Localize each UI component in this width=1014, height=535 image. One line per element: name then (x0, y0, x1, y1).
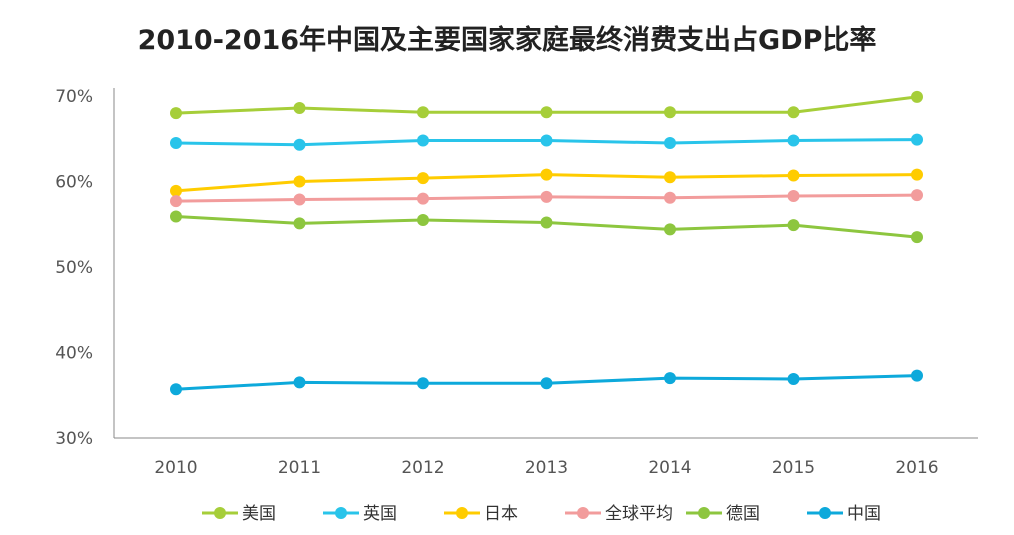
series-3 (170, 189, 923, 208)
legend-swatch-marker (456, 507, 468, 519)
x-tick-label: 2011 (278, 458, 321, 478)
data-point (170, 107, 182, 120)
data-point (170, 383, 182, 396)
legend-label: 中国 (847, 504, 881, 524)
data-point (664, 223, 676, 236)
series-4 (170, 210, 923, 244)
data-point (664, 372, 676, 385)
legend-swatch-marker (214, 507, 226, 519)
legend-item-5: 中国 (807, 504, 881, 524)
legend-label: 英国 (363, 504, 397, 524)
data-point (170, 210, 182, 223)
data-point (787, 373, 800, 386)
legend-item-4: 德国 (686, 504, 760, 524)
data-point (417, 134, 429, 147)
y-tick-label: 30% (55, 429, 93, 449)
data-point (787, 134, 800, 147)
series-2 (170, 168, 923, 197)
data-point (911, 189, 923, 202)
data-point (293, 101, 306, 114)
data-point (540, 134, 553, 147)
x-tick-label: 2013 (525, 458, 568, 478)
series-5 (170, 369, 923, 396)
chart-axes (113, 88, 978, 439)
data-point (293, 175, 306, 188)
legend: 美国 英国 日本 全球平均 德国 中国 (202, 504, 881, 524)
data-point (293, 138, 306, 151)
legend-item-0: 美国 (202, 504, 276, 524)
data-point (540, 216, 553, 229)
y-tick-label: 50% (55, 258, 93, 278)
data-point (664, 106, 676, 119)
data-point (293, 193, 306, 206)
data-point (664, 137, 676, 150)
data-point (170, 184, 182, 197)
data-point (170, 195, 182, 208)
x-tick-label: 2014 (648, 458, 691, 478)
data-point (787, 106, 800, 119)
data-point (664, 171, 676, 184)
y-tick-label: 60% (55, 173, 93, 193)
legend-label: 全球平均 (605, 504, 673, 524)
data-point (787, 219, 800, 232)
data-point (417, 213, 429, 226)
legend-label: 德国 (726, 504, 760, 524)
data-point (540, 106, 553, 119)
data-point (293, 217, 306, 230)
series-0 (170, 90, 923, 120)
data-point (911, 90, 923, 103)
y-tick-label: 40% (55, 344, 93, 364)
x-tick-label: 2016 (895, 458, 938, 478)
data-point (911, 133, 923, 146)
data-point (911, 369, 923, 382)
data-point (664, 191, 676, 204)
chart-title: 2010-2016年中国及主要国家家庭最终消费支出占GDP比率 (137, 25, 877, 56)
data-point (293, 376, 306, 389)
data-point (170, 137, 182, 150)
x-tick-label: 2012 (401, 458, 444, 478)
series-1 (170, 133, 923, 151)
x-tick-label: 2015 (772, 458, 815, 478)
legend-swatch-marker (335, 507, 347, 519)
legend-item-1: 英国 (323, 504, 397, 524)
y-tick-label: 70% (55, 87, 93, 107)
data-point (540, 190, 553, 203)
data-point (540, 168, 553, 181)
data-point (911, 231, 923, 244)
x-axis-ticks: 2010 2011 2012 2013 2014 2015 2016 (154, 458, 938, 478)
y-axis-ticks: 30% 40% 50% 60% 70% (55, 87, 93, 449)
data-point (911, 168, 923, 181)
data-point (787, 190, 800, 203)
data-point (417, 192, 429, 205)
legend-swatch-marker (577, 507, 589, 519)
legend-label: 美国 (242, 504, 276, 524)
legend-swatch-marker (698, 507, 710, 519)
x-tick-label: 2010 (154, 458, 197, 478)
data-point (417, 106, 429, 119)
legend-label: 日本 (484, 504, 518, 524)
legend-item-3: 全球平均 (565, 504, 673, 524)
data-point (417, 377, 429, 390)
legend-item-2: 日本 (444, 504, 518, 524)
series-group (170, 90, 923, 396)
data-point (540, 377, 553, 390)
data-point (787, 169, 800, 182)
data-point (417, 172, 429, 185)
legend-swatch-marker (819, 507, 831, 519)
